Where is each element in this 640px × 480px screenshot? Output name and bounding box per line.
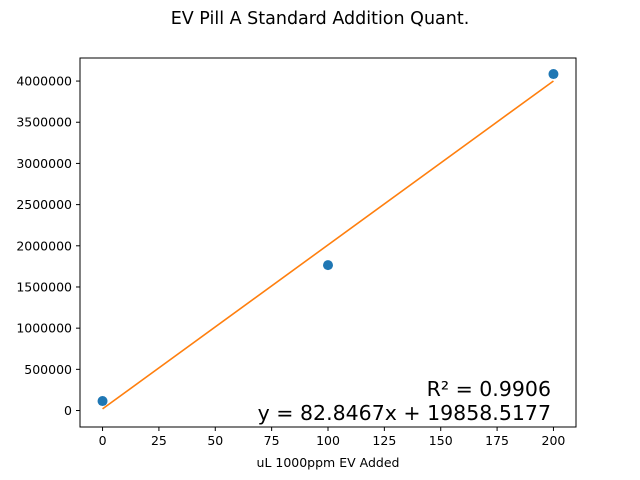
y-tick-label: 500000 xyxy=(24,362,72,377)
x-tick-label: 125 xyxy=(372,433,396,448)
x-tick-label: 75 xyxy=(264,433,280,448)
regression-line xyxy=(102,80,554,410)
data-point xyxy=(323,260,333,271)
plot-area: 0 25 50 75 100 125 150 175 200 0 500000 1000000 1500… xyxy=(16,57,577,448)
x-tick-label: 100 xyxy=(316,433,340,448)
x-tick-label: 25 xyxy=(151,433,167,448)
y-tick-label: 2500000 xyxy=(16,197,72,212)
x-tick-label: 0 xyxy=(99,433,107,448)
data-point xyxy=(97,396,108,407)
y-tick-label: 4000000 xyxy=(16,74,72,89)
regression-equation-annotation: y = 82.8467x + 19858.5177 xyxy=(258,401,551,425)
data-point xyxy=(548,69,559,80)
y-tick-label: 1500000 xyxy=(16,279,72,294)
y-tick-label: 0 xyxy=(64,403,72,418)
x-axis-label: uL 1000ppm EV Added xyxy=(257,455,400,470)
x-tick-label: 175 xyxy=(485,433,509,448)
y-tick-label: 3500000 xyxy=(16,115,72,130)
x-tick-label: 50 xyxy=(207,433,223,448)
y-tick-label: 1000000 xyxy=(16,321,72,336)
x-tick-label: 200 xyxy=(542,433,566,448)
x-tick-label: 150 xyxy=(429,433,453,448)
chart-title: EV Pill A Standard Addition Quant. xyxy=(171,9,470,29)
r-squared-annotation: R² = 0.9906 xyxy=(427,377,551,401)
y-tick-label: 3000000 xyxy=(16,156,72,171)
y-tick-label: 2000000 xyxy=(16,238,72,253)
